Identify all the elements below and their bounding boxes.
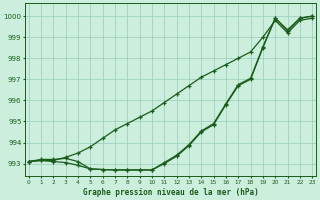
X-axis label: Graphe pression niveau de la mer (hPa): Graphe pression niveau de la mer (hPa): [83, 188, 258, 197]
